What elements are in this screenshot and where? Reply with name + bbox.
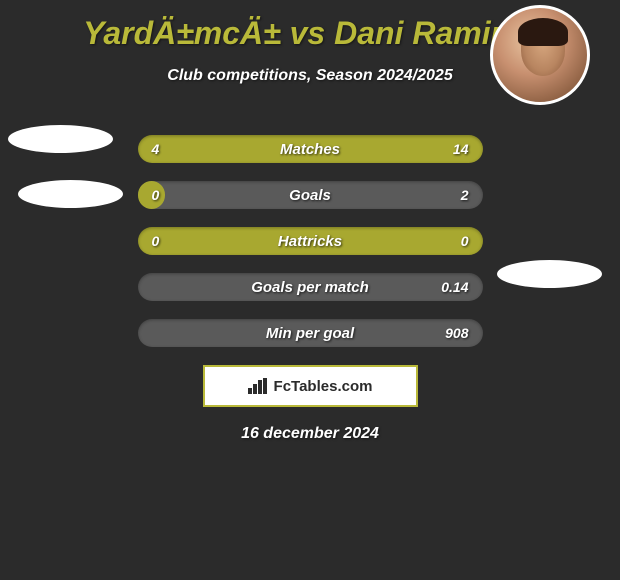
stat-right-value: 0 <box>461 233 469 249</box>
stat-right-value: 14 <box>453 141 469 157</box>
stats-container: 4 Matches 14 0 Goals 2 0 Hattricks 0 Goa… <box>0 135 620 347</box>
left-placeholder-ellipse-1 <box>8 125 113 153</box>
bar-chart-icon <box>248 378 268 394</box>
stat-left-value: 0 <box>152 187 160 203</box>
stat-right-value: 2 <box>461 187 469 203</box>
stat-right-value: 0.14 <box>441 279 468 295</box>
footer-brand-text: FcTables.com <box>274 378 373 395</box>
stat-label: Min per goal <box>266 325 354 342</box>
stat-row-min-per-goal: Min per goal 908 <box>138 319 483 347</box>
footer-brand-box[interactable]: FcTables.com <box>203 365 418 407</box>
main-container: YardÄ±mcÄ± vs Dani Ramirez Club competit… <box>0 0 620 453</box>
player-right-avatar <box>490 5 590 105</box>
avatar-image <box>490 5 590 105</box>
stat-row-goals-per-match: Goals per match 0.14 <box>138 273 483 301</box>
stat-row-hattricks: 0 Hattricks 0 <box>138 227 483 255</box>
stat-right-value: 908 <box>445 325 468 341</box>
left-placeholder-ellipse-2 <box>18 180 123 208</box>
stat-row-goals: 0 Goals 2 <box>138 181 483 209</box>
stat-label: Goals <box>289 187 331 204</box>
stat-row-matches: 4 Matches 14 <box>138 135 483 163</box>
footer-date: 16 december 2024 <box>0 425 620 443</box>
stat-label: Matches <box>280 141 340 158</box>
stat-label: Goals per match <box>251 279 369 296</box>
stat-left-value: 4 <box>152 141 160 157</box>
stat-left-value: 0 <box>152 233 160 249</box>
stat-label: Hattricks <box>278 233 342 250</box>
right-placeholder-ellipse <box>497 260 602 288</box>
